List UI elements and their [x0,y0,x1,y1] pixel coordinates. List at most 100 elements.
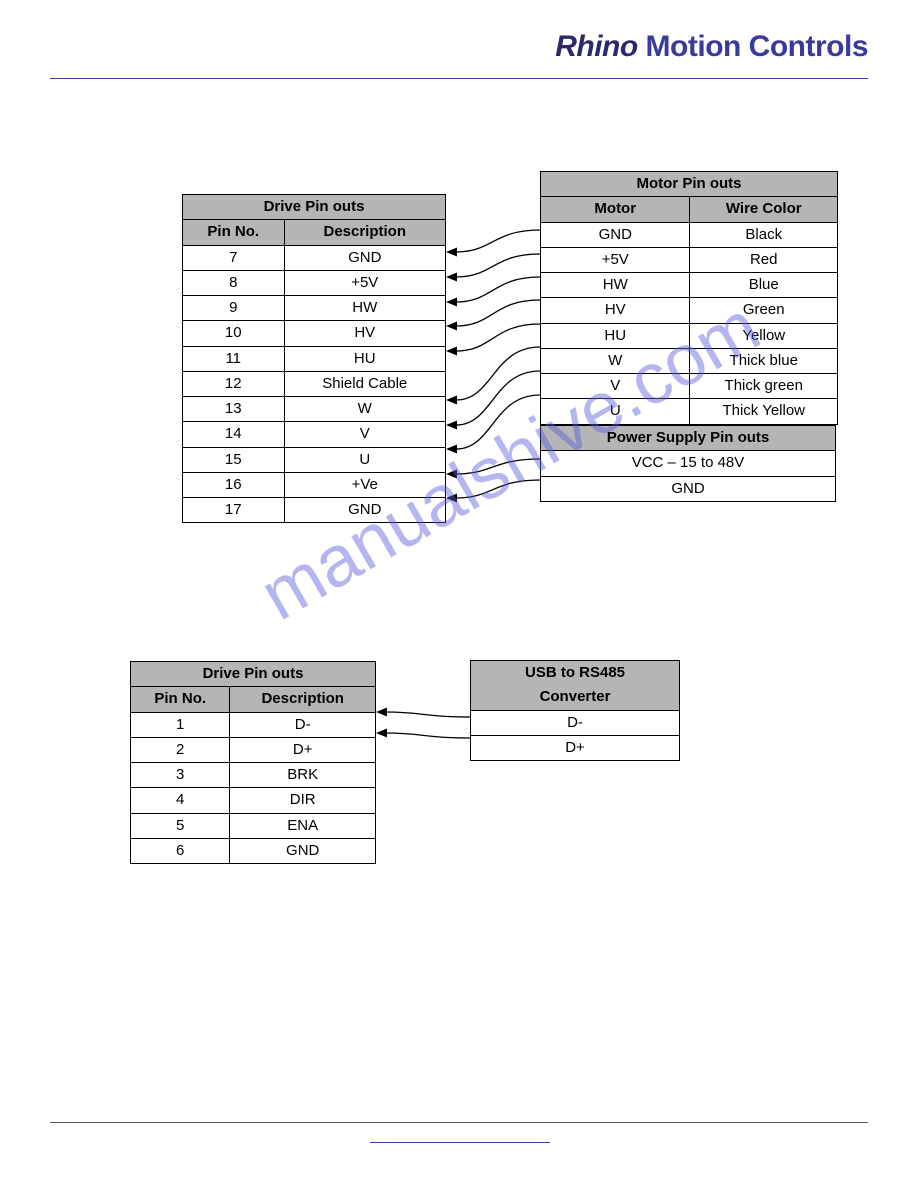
drive-pinouts-2-table: Drive Pin outs Pin No. Description 1D-2D… [130,661,376,864]
table-cell: U [284,447,446,472]
table-cell: Red [690,247,838,272]
table-row: 3BRK [131,763,376,788]
table-cell: HW [284,296,446,321]
table-cell: Thick Yellow [690,399,838,424]
table-cell: +Ve [284,472,446,497]
power-title: Power Supply Pin outs [541,426,836,451]
table-cell: W [284,397,446,422]
table-row: 11HU [183,346,446,371]
table-cell: GND [541,476,836,501]
drive2-col-desc: Description [230,687,376,712]
table-cell: W [541,348,690,373]
motor-col-motor: Motor [541,197,690,222]
table-cell: 4 [131,788,230,813]
drive-col-desc: Description [284,220,446,245]
table-cell: 1 [131,712,230,737]
table-cell: GND [284,245,446,270]
table-cell: Blue [690,273,838,298]
table-row: GNDBlack [541,222,838,247]
footer-divider [50,1122,868,1123]
table-row: 4DIR [131,788,376,813]
motor-title: Motor Pin outs [541,172,838,197]
drive2-title: Drive Pin outs [131,662,376,687]
table-cell: Thick blue [690,348,838,373]
table-cell: DIR [230,788,376,813]
table-cell: D- [471,710,680,735]
table-row: HUYellow [541,323,838,348]
brand-motion-controls: Motion Controls [646,30,868,63]
table-row: 2D+ [131,737,376,762]
usb-title1: USB to RS485 [471,661,680,686]
table-cell: V [541,374,690,399]
table-cell: 12 [183,371,285,396]
usb-converter-table: USB to RS485 Converter D-D+ [470,660,680,761]
table-cell: HV [541,298,690,323]
table-cell: D+ [471,735,680,760]
table-row: 17GND [183,498,446,523]
table-cell: 17 [183,498,285,523]
table-cell: VCC – 15 to 48V [541,451,836,476]
table-cell: 10 [183,321,285,346]
table-cell: +5V [541,247,690,272]
drive-col-pin: Pin No. [183,220,285,245]
table-row: 8+5V [183,270,446,295]
page-header: Rhino Motion Controls [555,30,868,64]
table-cell: Black [690,222,838,247]
table-cell: V [284,422,446,447]
table-row: UThick Yellow [541,399,838,424]
table-cell: 15 [183,447,285,472]
table-cell: ENA [230,813,376,838]
table-row: 7GND [183,245,446,270]
table-cell: HV [284,321,446,346]
table-row: HVGreen [541,298,838,323]
usb-title2: Converter [471,685,680,710]
table-row: VCC – 15 to 48V [541,451,836,476]
table-cell: 8 [183,270,285,295]
drive-pinouts-table: Drive Pin outs Pin No. Description 7GND8… [182,194,446,523]
header-divider [50,78,868,79]
table-cell: Thick green [690,374,838,399]
table-cell: GND [284,498,446,523]
table-cell: Shield Cable [284,371,446,396]
table-row: VThick green [541,374,838,399]
table-cell: Green [690,298,838,323]
table-row: GND [541,476,836,501]
table-row: 9HW [183,296,446,321]
table-row: 16+Ve [183,472,446,497]
motor-col-color: Wire Color [690,197,838,222]
table-cell: 11 [183,346,285,371]
table-cell: 2 [131,737,230,762]
table-cell: 6 [131,838,230,863]
table-cell: GND [541,222,690,247]
table-cell: 14 [183,422,285,447]
table-cell: 3 [131,763,230,788]
table-cell: 5 [131,813,230,838]
table-row: 5ENA [131,813,376,838]
brand-rhino: Rhino [555,30,637,63]
table-cell: +5V [284,270,446,295]
table-row: 13W [183,397,446,422]
table-row: HWBlue [541,273,838,298]
table-row: 6GND [131,838,376,863]
table-row: D- [471,710,680,735]
table-cell: 13 [183,397,285,422]
table-cell: HW [541,273,690,298]
table-cell: 7 [183,245,285,270]
table-cell: GND [230,838,376,863]
table-cell: BRK [230,763,376,788]
table-cell: Yellow [690,323,838,348]
table-cell: HU [541,323,690,348]
table-row: 12Shield Cable [183,371,446,396]
table-row: 15U [183,447,446,472]
table-row: +5VRed [541,247,838,272]
table-row: WThick blue [541,348,838,373]
table-cell: D+ [230,737,376,762]
table-row: D+ [471,735,680,760]
table-cell: U [541,399,690,424]
table-row: 10HV [183,321,446,346]
table-cell: HU [284,346,446,371]
table-cell: 9 [183,296,285,321]
table-cell: 16 [183,472,285,497]
table-cell: D- [230,712,376,737]
power-supply-table: Power Supply Pin outs VCC – 15 to 48VGND [540,425,836,502]
